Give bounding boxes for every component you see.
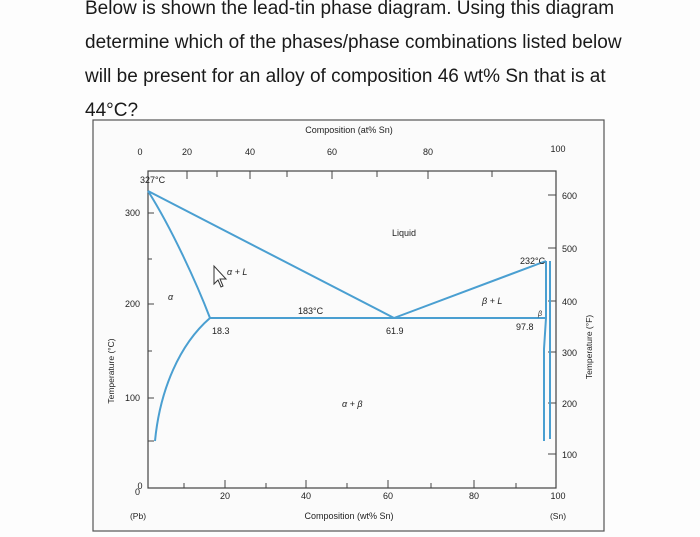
question-line-4: 44°C?: [85, 100, 139, 121]
tin-end-label: (Sn): [550, 511, 566, 521]
top-tick-label: 0: [137, 147, 142, 157]
eutectic-temperature-label: 183°C: [298, 306, 324, 316]
alpha-limit-label: 18.3: [212, 326, 230, 336]
top-tick-label: 80: [423, 147, 433, 157]
liquid-region-label: Liquid: [392, 228, 416, 238]
bottom-tick-label: 80: [469, 491, 479, 501]
left-tick-label: 0: [135, 487, 140, 497]
question-text: Below is shown the lead-tin phase diagra…: [85, 0, 685, 128]
alpha-liquid-region-label: α + L: [227, 267, 247, 277]
lead-end-label: (Pb): [130, 511, 146, 521]
alpha-region-label: α: [168, 292, 174, 302]
bottom-tick-label: 0: [137, 481, 142, 491]
bottom-tick-label: 20: [220, 491, 230, 501]
bottom-tick-label: 100: [550, 491, 565, 501]
pb-melting-point-label: 327°C: [140, 175, 166, 185]
beta-limit-label: 97.8: [516, 322, 534, 332]
bottom-tick-label: 60: [383, 491, 393, 501]
left-tick-label: 300: [125, 208, 140, 218]
left-tick-label: 100: [125, 393, 140, 403]
phase-diagram-figure: Composition (at% Sn) 0 20 40 60 80 100 T…: [92, 119, 605, 532]
right-tick-label: 400: [562, 297, 577, 307]
solvus-alpha-line: [154, 317, 211, 442]
top-tick-label: 20: [182, 147, 192, 157]
right-tick-label: 100: [562, 450, 577, 460]
right-tick-label: 300: [562, 348, 577, 358]
right-tick-label: 600: [562, 191, 577, 201]
top-tick-label: 100: [550, 144, 565, 154]
top-tick-label: 60: [327, 147, 337, 157]
left-axis-label: Temperature (°C): [106, 338, 116, 403]
solidus-left-line: [147, 190, 211, 319]
plot-frame: [147, 170, 557, 489]
right-tick-label: 200: [562, 399, 577, 409]
right-tick-label: 500: [562, 244, 577, 254]
bottom-axis-label: Composition (wt% Sn): [304, 511, 393, 521]
top-axis-label: Composition (at% Sn): [305, 125, 393, 135]
eutectic-composition-label: 61.9: [386, 326, 404, 336]
figure-frame: [92, 119, 605, 532]
right-axis-label: Temperature (°F): [584, 315, 594, 380]
phase-boundaries: [147, 190, 551, 442]
beta-region-label: β: [537, 311, 542, 318]
liquidus-right-line: [393, 260, 547, 319]
phase-diagram: Composition (at% Sn) 0 20 40 60 80 100 T…: [92, 119, 605, 532]
liquidus-left-line: [147, 190, 395, 319]
bottom-tick-label: 40: [301, 491, 311, 501]
sn-melting-point-label: 232°C: [520, 256, 546, 266]
question-line-2: determine which of the phases/phase comb…: [85, 32, 622, 53]
question-line-1: Below is shown the lead-tin phase diagra…: [85, 0, 615, 19]
left-tick-label: 200: [125, 299, 140, 309]
mouse-cursor-icon: [213, 264, 228, 288]
solvus-beta-line: [543, 261, 547, 441]
beta-liquid-region-label: β + L: [481, 296, 502, 306]
top-tick-label: 40: [245, 147, 255, 157]
alpha-beta-region-label: α + β: [342, 399, 363, 409]
question-line-3: will be present for an alloy of composit…: [85, 66, 606, 87]
